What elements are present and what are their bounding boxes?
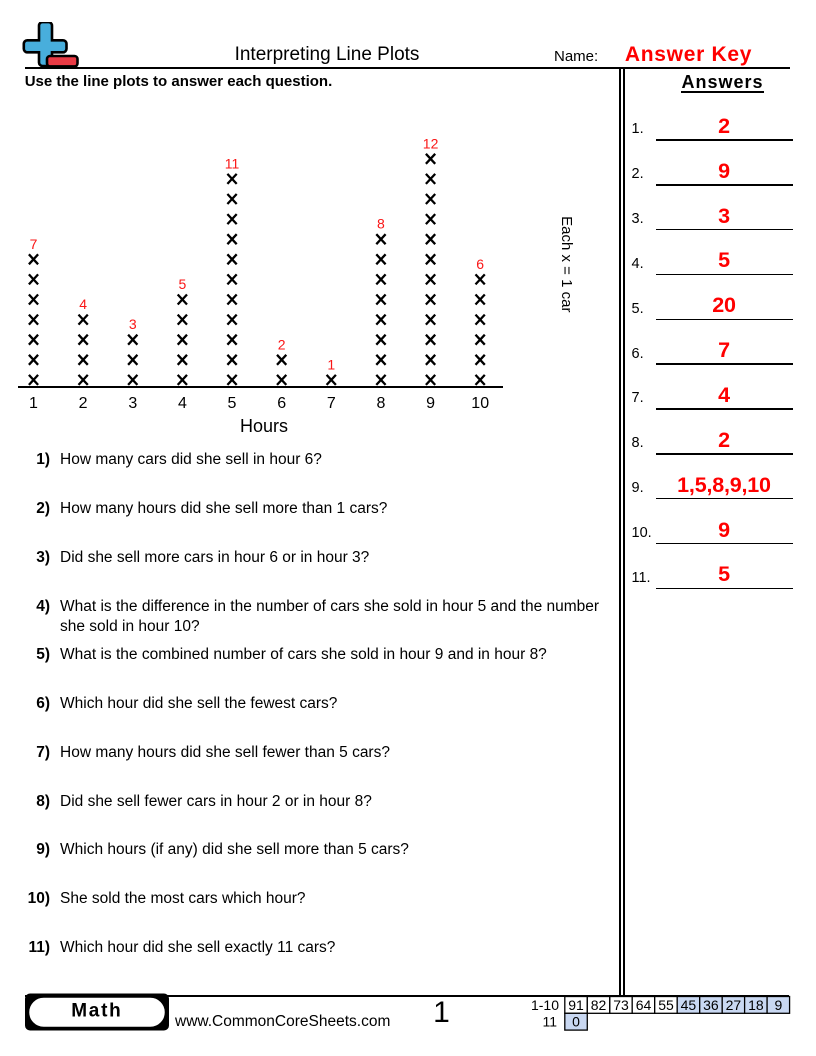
svg-text:9: 9 xyxy=(775,997,783,1013)
svg-text:3: 3 xyxy=(128,395,137,412)
svg-text:64: 64 xyxy=(636,997,652,1013)
svg-text:45: 45 xyxy=(681,997,697,1013)
svg-text:1: 1 xyxy=(29,395,38,412)
svg-text:18: 18 xyxy=(748,997,764,1013)
svg-text:Math: Math xyxy=(71,1001,121,1022)
svg-text:6: 6 xyxy=(476,256,484,272)
svg-text:73: 73 xyxy=(613,997,629,1013)
svg-text:6: 6 xyxy=(277,395,286,412)
svg-text:8: 8 xyxy=(376,395,385,412)
svg-text:Hours: Hours xyxy=(240,416,288,436)
svg-text:82: 82 xyxy=(591,997,607,1013)
svg-text:1-10: 1-10 xyxy=(531,997,559,1013)
svg-text:5: 5 xyxy=(179,276,187,292)
svg-text:36: 36 xyxy=(703,997,719,1013)
svg-text:11: 11 xyxy=(225,155,240,171)
svg-text:4: 4 xyxy=(178,395,187,412)
svg-text:7: 7 xyxy=(30,236,38,252)
svg-text:Each x = 1 car: Each x = 1 car xyxy=(558,216,575,312)
svg-text:0: 0 xyxy=(572,1014,580,1030)
svg-text:11: 11 xyxy=(542,1014,557,1030)
svg-text:10: 10 xyxy=(471,395,489,412)
svg-text:12: 12 xyxy=(423,135,439,151)
svg-text:1: 1 xyxy=(327,356,335,372)
svg-text:2: 2 xyxy=(278,336,286,352)
svg-text:5: 5 xyxy=(228,395,237,412)
svg-text:55: 55 xyxy=(658,997,674,1013)
svg-text:9: 9 xyxy=(426,395,435,412)
svg-text:91: 91 xyxy=(568,997,584,1013)
svg-text:27: 27 xyxy=(726,997,742,1013)
svg-text:3: 3 xyxy=(129,316,137,332)
svg-text:7: 7 xyxy=(327,395,336,412)
svg-text:4: 4 xyxy=(79,296,87,312)
svg-text:2: 2 xyxy=(79,395,88,412)
svg-text:8: 8 xyxy=(377,216,385,232)
